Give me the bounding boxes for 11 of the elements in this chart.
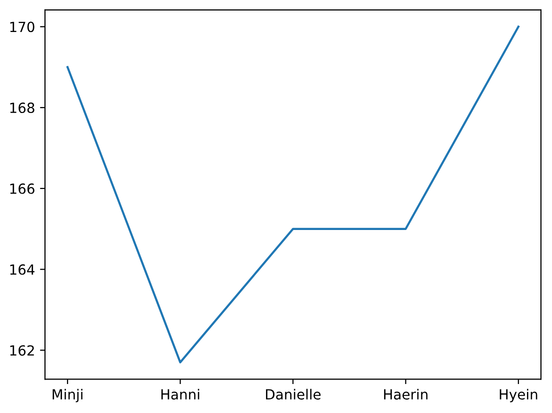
x-tick-label: Hanni (161, 388, 200, 400)
y-tick-label: 170 (10, 22, 34, 32)
y-tick-label: 166 (10, 183, 34, 194)
x-tick-label: Haerin (384, 388, 428, 400)
line-series (66, 26, 520, 364)
x-tick-label: Minji (52, 388, 82, 402)
y-tick-label: 162 (10, 345, 34, 356)
x-tick-label: Hyein (500, 388, 538, 402)
x-tick-label: Danielle (266, 388, 321, 400)
y-tick-label: 168 (10, 102, 34, 114)
y-tick-label: 164 (10, 264, 34, 275)
